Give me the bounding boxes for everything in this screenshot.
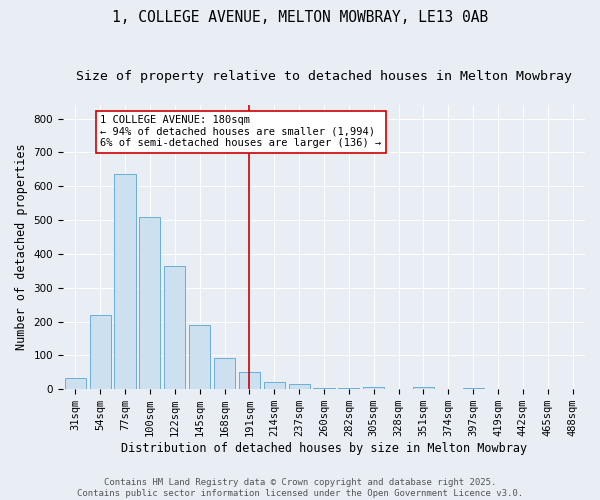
Title: Size of property relative to detached houses in Melton Mowbray: Size of property relative to detached ho… [76, 70, 572, 83]
Text: Contains HM Land Registry data © Crown copyright and database right 2025.
Contai: Contains HM Land Registry data © Crown c… [77, 478, 523, 498]
Text: 1, COLLEGE AVENUE, MELTON MOWBRAY, LE13 0AB: 1, COLLEGE AVENUE, MELTON MOWBRAY, LE13 … [112, 10, 488, 25]
Bar [363, 386, 384, 389]
Bar [289, 384, 310, 389]
Y-axis label: Number of detached properties: Number of detached properties [15, 144, 28, 350]
Bar [164, 266, 185, 389]
Bar [189, 325, 210, 389]
Bar [338, 388, 359, 389]
Bar [89, 315, 111, 389]
Bar [214, 358, 235, 389]
Bar [463, 388, 484, 389]
Text: 1 COLLEGE AVENUE: 180sqm
← 94% of detached houses are smaller (1,994)
6% of semi: 1 COLLEGE AVENUE: 180sqm ← 94% of detach… [100, 115, 382, 148]
X-axis label: Distribution of detached houses by size in Melton Mowbray: Distribution of detached houses by size … [121, 442, 527, 455]
Bar [239, 372, 260, 389]
Bar [139, 216, 160, 389]
Bar [65, 378, 86, 389]
Bar [115, 174, 136, 389]
Bar [413, 387, 434, 389]
Bar [263, 382, 285, 389]
Bar [313, 388, 335, 389]
